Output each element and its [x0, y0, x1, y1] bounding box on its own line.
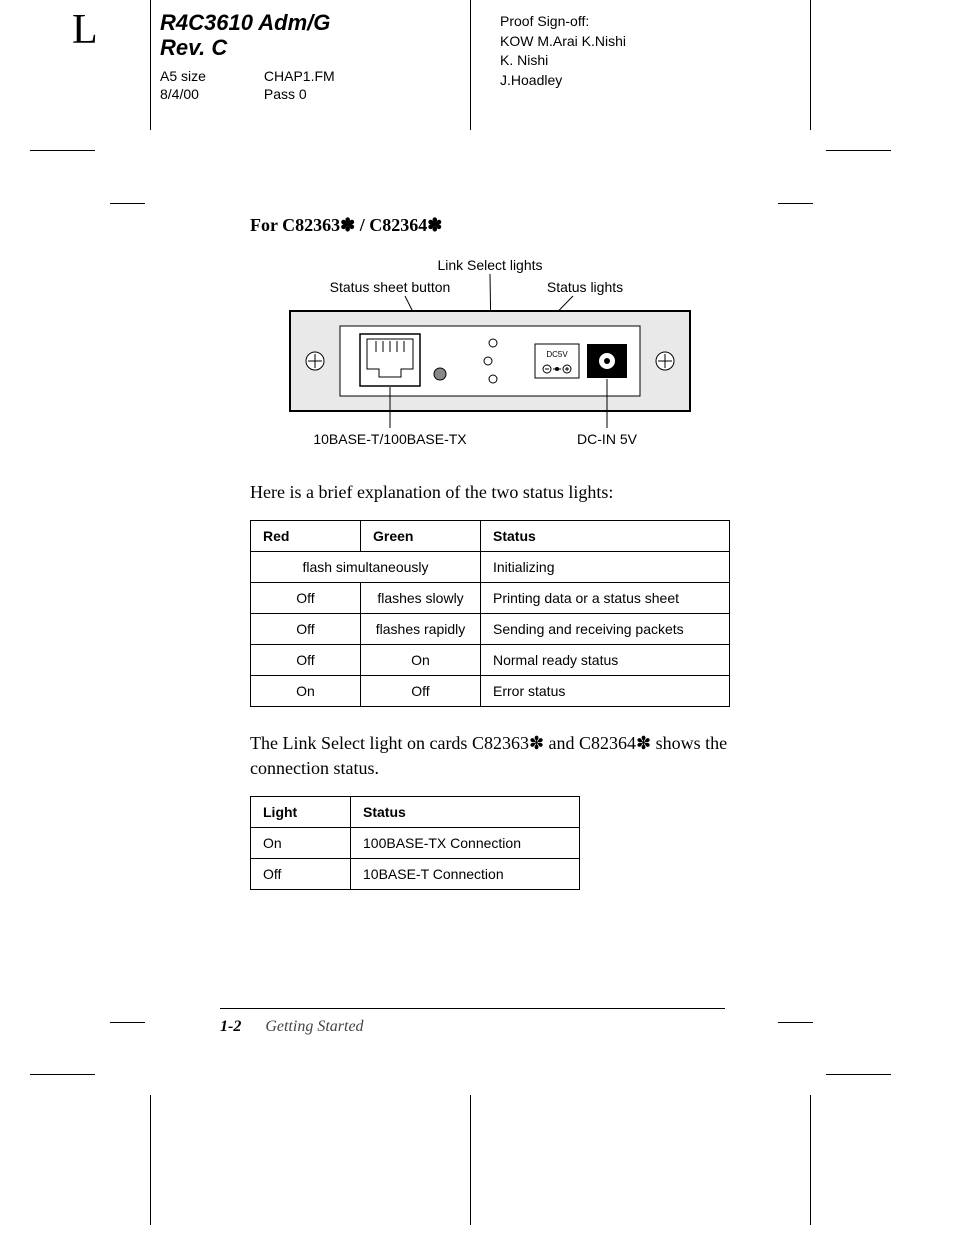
crop-mark — [778, 203, 813, 204]
crop-mark — [110, 203, 145, 204]
table-cell: flashes rapidly — [361, 614, 481, 645]
light-icon — [484, 357, 492, 365]
page-side-marker: L — [72, 6, 98, 54]
table-cell: On — [251, 676, 361, 707]
doc-pass: Pass 0 — [264, 86, 307, 102]
page-number: 1-2 — [220, 1018, 241, 1035]
table-cell: Off — [361, 676, 481, 707]
rj45-port-icon — [360, 334, 420, 386]
table-cell: flashes slowly — [361, 583, 481, 614]
table-cell: flash simultaneously — [251, 552, 481, 583]
status-sheet-button-icon — [434, 368, 446, 380]
footer-rule — [220, 1008, 725, 1009]
table-cell: Printing data or a status sheet — [481, 583, 730, 614]
page: L R4C3610 Adm/G Rev. C A5 size 8/4/00 CH… — [0, 0, 954, 1235]
screw-icon — [656, 352, 674, 370]
table-cell: On — [251, 827, 351, 858]
svg-text:DC-IN 5V: DC-IN 5V — [577, 431, 638, 447]
dc-jack-icon — [587, 344, 627, 378]
doc-rev: Rev. C — [160, 35, 450, 60]
crop-mark — [470, 1095, 471, 1225]
link-select-table: Light Status On 100BASE-TX Connection Of… — [250, 796, 580, 890]
table-row: Off On Normal ready status — [251, 645, 730, 676]
doc-size: A5 size — [160, 68, 206, 84]
svg-text:Status sheet button: Status sheet button — [330, 279, 451, 295]
table-cell: 100BASE-TX Connection — [351, 827, 580, 858]
table-header: Status — [481, 521, 730, 552]
table-cell: 10BASE-T Connection — [351, 858, 580, 889]
crop-mark — [150, 1095, 151, 1225]
section-heading: For C82363✽ / C82364✽ — [250, 215, 730, 236]
crop-mark — [30, 150, 95, 151]
crop-mark — [150, 0, 151, 130]
doc-filename: CHAP1.FM — [264, 68, 335, 84]
table-row: Off 10BASE-T Connection — [251, 858, 580, 889]
light-icon — [489, 339, 497, 347]
table-row: flash simultaneously Initializing — [251, 552, 730, 583]
light-icon — [489, 375, 497, 383]
paragraph: The Link Select light on cards C82363✽ a… — [250, 731, 730, 780]
device-svg: Link Select lights Status sheet button S… — [275, 256, 705, 456]
table-header: Red — [251, 521, 361, 552]
paragraph: Here is a brief explanation of the two s… — [250, 480, 730, 504]
crop-mark — [30, 1074, 95, 1075]
crop-mark — [470, 0, 471, 130]
table-cell: Normal ready status — [481, 645, 730, 676]
crop-mark — [810, 1095, 811, 1225]
crop-mark — [826, 150, 891, 151]
proof-title: Proof Sign-off: — [500, 12, 626, 32]
table-row: On Off Error status — [251, 676, 730, 707]
svg-text:Status lights: Status lights — [547, 279, 623, 295]
table-cell: On — [361, 645, 481, 676]
content-area: For C82363✽ / C82364✽ Link Select lights… — [250, 215, 730, 890]
screw-icon — [306, 352, 324, 370]
table-row: Off flashes slowly Printing data or a st… — [251, 583, 730, 614]
proof-line: KOW M.Arai K.Nishi — [500, 32, 626, 52]
dc5v-label-box: DC5V — [535, 344, 579, 378]
table-header: Green — [361, 521, 481, 552]
table-row: Off flashes rapidly Sending and receivin… — [251, 614, 730, 645]
svg-text:10BASE-T/100BASE-TX: 10BASE-T/100BASE-TX — [313, 431, 467, 447]
table-cell: Off — [251, 614, 361, 645]
table-row: On 100BASE-TX Connection — [251, 827, 580, 858]
table-cell: Error status — [481, 676, 730, 707]
svg-text:Link Select lights: Link Select lights — [437, 257, 542, 273]
svg-text:DC5V: DC5V — [546, 350, 568, 359]
crop-mark — [778, 1022, 813, 1023]
page-footer: 1-2 Getting Started — [220, 1018, 364, 1036]
status-lights-table: Red Green Status flash simultaneously In… — [250, 520, 730, 707]
table-cell: Initializing — [481, 552, 730, 583]
doc-code: R4C3610 Adm/G — [160, 10, 450, 35]
proof-signoff: Proof Sign-off: KOW M.Arai K.Nishi K. Ni… — [500, 12, 626, 90]
table-cell: Off — [251, 858, 351, 889]
crop-mark — [810, 0, 811, 130]
table-header: Status — [351, 796, 580, 827]
header-doc-block: R4C3610 Adm/G Rev. C A5 size 8/4/00 CHAP… — [160, 10, 450, 104]
crop-mark — [110, 1022, 145, 1023]
doc-date: 8/4/00 — [160, 86, 199, 102]
table-cell: Off — [251, 583, 361, 614]
table-cell: Sending and receiving packets — [481, 614, 730, 645]
table-header: Light — [251, 796, 351, 827]
proof-line: J.Hoadley — [500, 71, 626, 91]
crop-mark — [826, 1074, 891, 1075]
device-diagram: Link Select lights Status sheet button S… — [250, 256, 730, 456]
table-cell: Off — [251, 645, 361, 676]
proof-line: K. Nishi — [500, 51, 626, 71]
chapter-name: Getting Started — [265, 1018, 363, 1035]
